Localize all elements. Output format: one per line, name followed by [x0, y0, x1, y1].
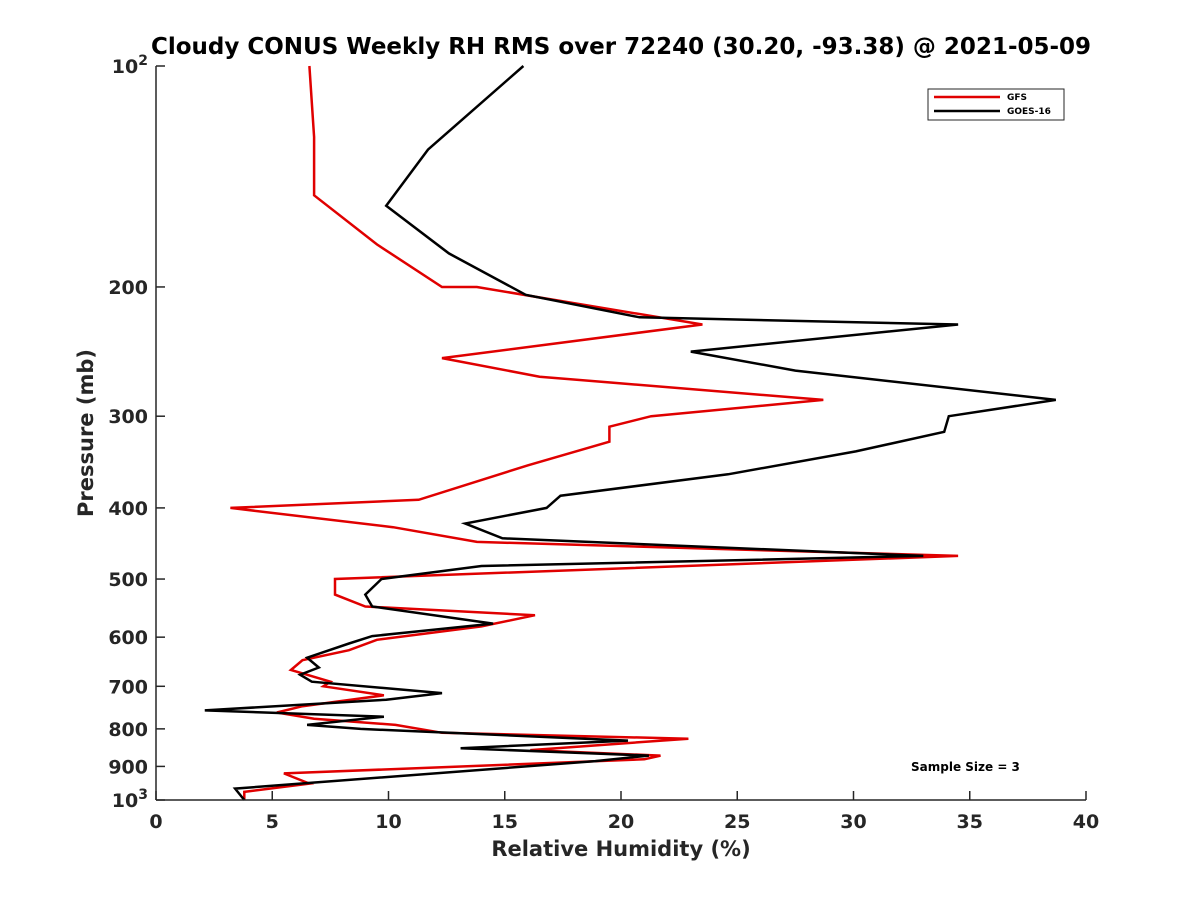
series-line-goes16 [204, 65, 1056, 801]
y-tick-label: 103 [112, 787, 148, 812]
chart-title: Cloudy CONUS Weekly RH RMS over 72240 (3… [151, 34, 1091, 60]
x-tick-label: 20 [608, 811, 634, 833]
y-tick-label: 600 [108, 627, 148, 649]
series-layer [204, 65, 1056, 801]
y-ticks: 102 200 300 400 500 600 700 800 900 103 [108, 53, 165, 812]
x-tick-label: 40 [1073, 811, 1099, 833]
series-line-gfs [230, 65, 959, 800]
y-axis-label: Pressure (mb) [74, 349, 98, 517]
x-axis-label: Relative Humidity (%) [491, 837, 750, 861]
x-tick-label: 0 [149, 811, 162, 833]
x-tick-label: 5 [266, 811, 279, 833]
x-tick-label: 25 [724, 811, 750, 833]
y-tick-label: 700 [108, 676, 148, 698]
x-tick-label: 35 [957, 811, 983, 833]
x-tick-label: 10 [375, 811, 401, 833]
legend-label-gfs: GFS [1007, 93, 1027, 103]
x-ticks: 0 5 10 15 20 25 30 35 40 [149, 791, 1099, 833]
plot-area [156, 66, 1086, 800]
sample-size-annotation: Sample Size = 3 [911, 760, 1020, 774]
y-tick-label: 400 [108, 498, 148, 520]
legend-label-goes16: GOES-16 [1007, 107, 1051, 117]
x-tick-label: 30 [840, 811, 866, 833]
y-tick-label: 102 [112, 53, 148, 78]
y-tick-label: 900 [108, 756, 148, 778]
y-tick-label: 300 [108, 406, 148, 428]
y-tick-label: 500 [108, 569, 148, 591]
legend-box [927, 88, 1065, 121]
y-tick-label: 200 [108, 277, 148, 299]
legend: GFS GOES-16 [927, 88, 1065, 121]
x-tick-label: 15 [492, 811, 518, 833]
y-tick-label: 800 [108, 719, 148, 741]
